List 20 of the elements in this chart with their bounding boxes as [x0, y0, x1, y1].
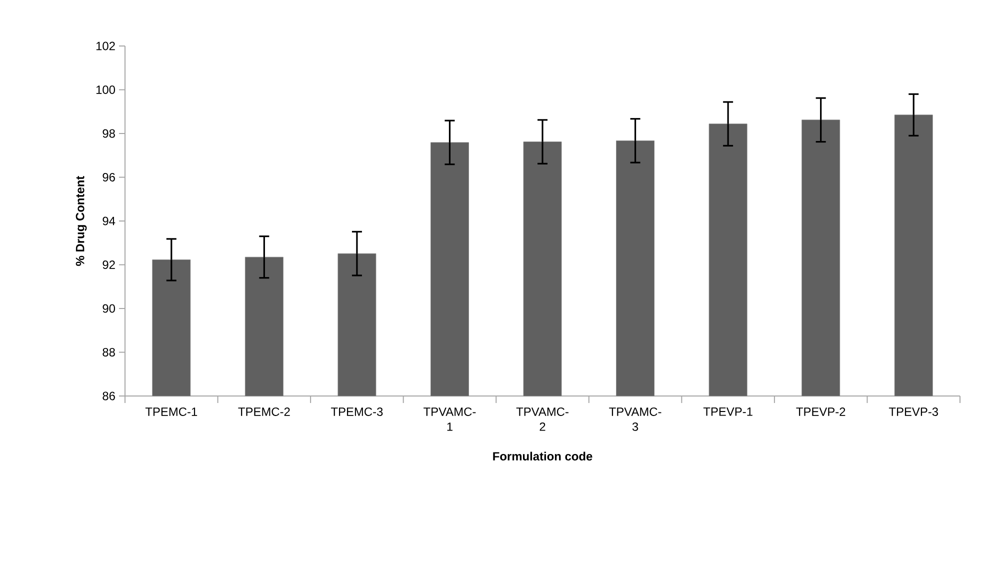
x-tick-label: TPVAMC-1 — [424, 408, 476, 431]
y-tick-label: 102 — [96, 42, 115, 50]
y-tick-label: 86 — [102, 392, 115, 400]
x-tick-label: TPVAMC-2 — [516, 408, 568, 431]
y-axis-title: % Drug Content — [76, 176, 87, 266]
y-tick-label: 98 — [102, 129, 115, 138]
x-tick-label: TPEMC-3 — [330, 408, 383, 416]
x-tick-label: TPEMC-2 — [238, 408, 290, 416]
y-tick-label: 88 — [102, 348, 115, 356]
y-tick-label: 94 — [102, 216, 116, 226]
y-tick-label: 90 — [102, 304, 116, 313]
x-tick-label: TPEVP-1 — [703, 408, 752, 416]
x-tick-label: TPEVP-3 — [888, 408, 938, 416]
y-tick-label: 100 — [96, 86, 116, 94]
x-tick-label: TPEMC-1 — [145, 408, 198, 416]
y-tick-label: 96 — [102, 173, 115, 182]
y-tick-label: 92 — [102, 260, 115, 269]
x-axis-title: Formulation code — [493, 452, 592, 461]
x-tick-label: TPVAMC-3 — [609, 408, 662, 431]
x-tick-label: TPEVP-2 — [796, 408, 846, 416]
